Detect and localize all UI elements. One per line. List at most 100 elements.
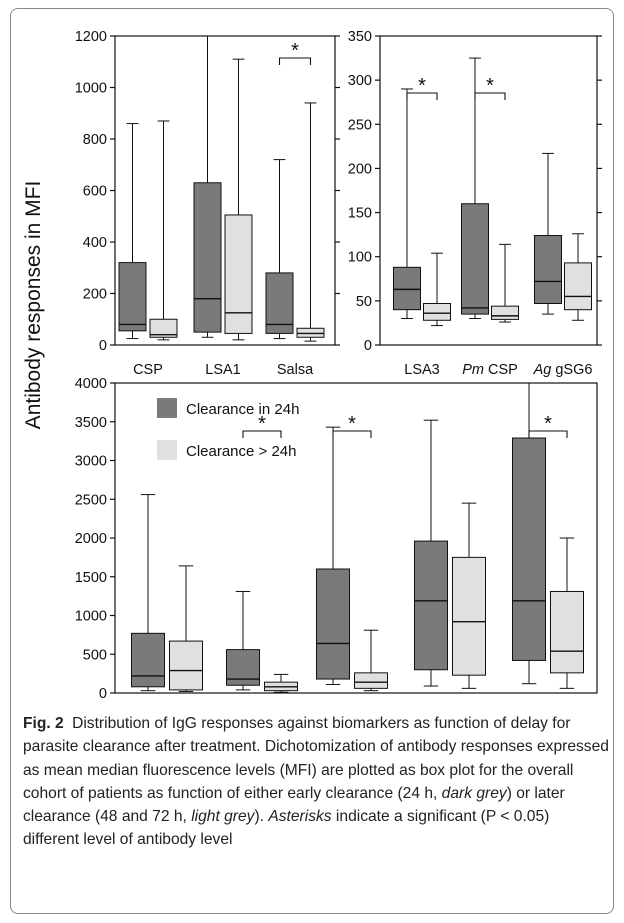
category-label-part: LSA3 xyxy=(404,362,439,378)
box-late-msp1 xyxy=(452,502,486,689)
significance-star: * xyxy=(258,413,266,435)
y-tick-label: 200 xyxy=(348,161,372,177)
box-late-glurp xyxy=(169,565,203,692)
significance-lsa3: * xyxy=(406,75,438,100)
category-label-part: CSP xyxy=(133,362,163,378)
y-tick-label: 0 xyxy=(99,686,107,702)
y-tick-label: 150 xyxy=(348,206,372,222)
box-early-msp1 xyxy=(414,419,448,687)
box-late-csp xyxy=(149,120,178,341)
y-tick-label: 0 xyxy=(99,338,107,354)
box-late-pf13 xyxy=(354,629,388,692)
box-iqr xyxy=(354,672,388,689)
box-iqr xyxy=(149,318,178,338)
legend-label: Clearance > 24h xyxy=(186,443,297,460)
significance-pf13: * xyxy=(332,413,372,438)
box-iqr xyxy=(224,214,253,334)
box-iqr xyxy=(118,262,147,332)
significance-bracket xyxy=(278,57,312,65)
y-tick-label: 1000 xyxy=(75,81,107,97)
box-early-glurp xyxy=(131,494,165,692)
y-tick-label: 3000 xyxy=(75,454,107,470)
y-tick-label: 100 xyxy=(348,250,372,266)
legend: Clearance in 24h Clearance > 24h xyxy=(157,398,299,460)
box-iqr xyxy=(461,203,489,315)
box-late-lsa1 xyxy=(224,58,253,341)
figure-frame xyxy=(10,8,614,914)
box-early-msp4 xyxy=(512,383,546,685)
category-label-part: MSP4 xyxy=(528,710,568,712)
significance-star: * xyxy=(348,413,356,435)
category-label-part: AMA1 xyxy=(242,710,282,712)
box-iqr xyxy=(414,540,448,671)
box-iqr xyxy=(534,235,562,305)
category-label-part: MSP1 xyxy=(430,710,470,712)
y-tick-label: 600 xyxy=(83,184,107,200)
box-iqr xyxy=(226,649,260,686)
category-label: Pm CSP xyxy=(462,362,518,378)
box-early-csp xyxy=(118,123,147,340)
legend-swatch xyxy=(157,398,177,418)
category-label: PF13 xyxy=(335,710,370,712)
category-label-part: CSP xyxy=(484,362,518,378)
box-early-pm-csp xyxy=(461,57,489,320)
y-tick-label: 0 xyxy=(364,338,372,354)
y-tick-label: 200 xyxy=(83,287,107,303)
panel-top-right: 0 50 100 150 200 250 300 350 LSA3 Pm CSP Ag gSG6 * * xyxy=(348,29,602,378)
y-tick-label: 4000 xyxy=(75,376,107,392)
caption-italic-asterisks: Asterisks xyxy=(268,808,332,826)
figure-caption: Fig. 2 Distribution of IgG responses aga… xyxy=(23,712,609,852)
panel-bottom: 0 500 1000 1500 2000 2500 3000 3500 4000 GLURP AMA… xyxy=(75,376,598,712)
category-label: CSP xyxy=(133,362,163,378)
category-label: LSA3 xyxy=(404,362,439,378)
y-tick-label: 250 xyxy=(348,117,372,133)
significance-bracket xyxy=(528,430,568,438)
figure-number: Fig. 2 xyxy=(23,715,64,732)
category-label: MSP1 xyxy=(430,710,470,712)
box-iqr xyxy=(131,632,165,688)
box-iqr xyxy=(452,556,486,676)
y-tick-label: 500 xyxy=(83,647,107,663)
box-iqr xyxy=(550,590,584,674)
caption-text-3: ). xyxy=(254,808,269,826)
caption-italic-dark-grey: dark grey xyxy=(441,784,507,802)
y-tick-label: 2000 xyxy=(75,531,107,547)
category-label: AMA1 xyxy=(242,710,282,712)
significance-bracket xyxy=(242,430,282,438)
significance-star: * xyxy=(418,75,426,97)
box-iqr xyxy=(316,568,350,680)
category-label-part: Pm xyxy=(462,362,484,378)
y-axis-title: Antibody responses in MFI xyxy=(22,181,45,430)
legend-label: Clearance in 24h xyxy=(186,401,299,418)
y-tick-label: 2500 xyxy=(75,492,107,508)
box-early-ama1 xyxy=(226,590,260,691)
y-tick-label: 800 xyxy=(83,132,107,148)
significance-ama1: * xyxy=(242,413,282,438)
box-late-msp4 xyxy=(550,537,584,689)
box-early-pf13 xyxy=(316,426,350,685)
box-iqr xyxy=(423,303,451,321)
caption-italic-light-grey: light grey xyxy=(191,808,255,826)
box-early-lsa3 xyxy=(393,88,421,320)
y-tick-label: 50 xyxy=(356,294,372,310)
box-late-lsa3 xyxy=(423,252,451,327)
significance-pm-csp: * xyxy=(474,75,506,100)
category-label-part: LSA1 xyxy=(205,362,240,378)
category-label-part: Ag xyxy=(533,362,552,378)
box-iqr xyxy=(265,272,294,334)
category-label: LSA1 xyxy=(205,362,240,378)
caption-text-4: indicate a significant (P < 0.05) differ… xyxy=(23,808,550,849)
category-label-part: Salsa xyxy=(277,362,314,378)
box-late-pm-csp xyxy=(491,243,519,323)
category-label-part: PF13 xyxy=(335,710,370,712)
panel-top-left: 0 200 400 600 800 1000 1200 CSP LSA1 Salsa * xyxy=(75,29,340,378)
significance-star: * xyxy=(486,75,494,97)
box-iqr xyxy=(564,262,592,311)
box-iqr xyxy=(491,305,519,320)
box-iqr xyxy=(512,437,546,661)
box-iqr xyxy=(169,640,203,691)
caption-text-2: ) or later clearance (48 and 72 h, xyxy=(23,784,565,826)
y-tick-label: 1000 xyxy=(75,609,107,625)
significance-bracket xyxy=(474,92,506,100)
